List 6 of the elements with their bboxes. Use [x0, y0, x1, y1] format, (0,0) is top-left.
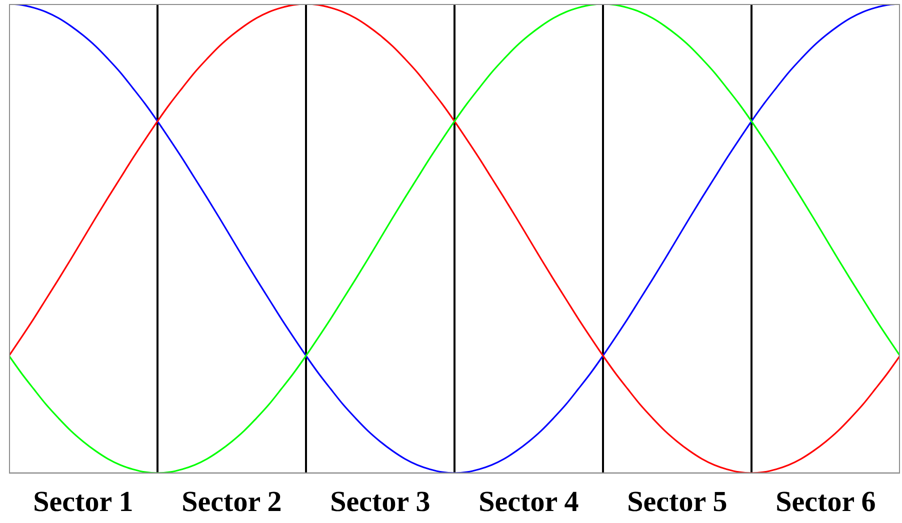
x-tick-label: Sector 4 — [478, 486, 579, 518]
x-tick-label: Sector 2 — [182, 486, 282, 518]
x-tick-label: Sector 6 — [776, 486, 876, 518]
x-tick-label: Sector 1 — [33, 486, 134, 518]
x-tick-label: Sector 3 — [330, 486, 430, 518]
x-tick-label: Sector 5 — [627, 486, 728, 518]
